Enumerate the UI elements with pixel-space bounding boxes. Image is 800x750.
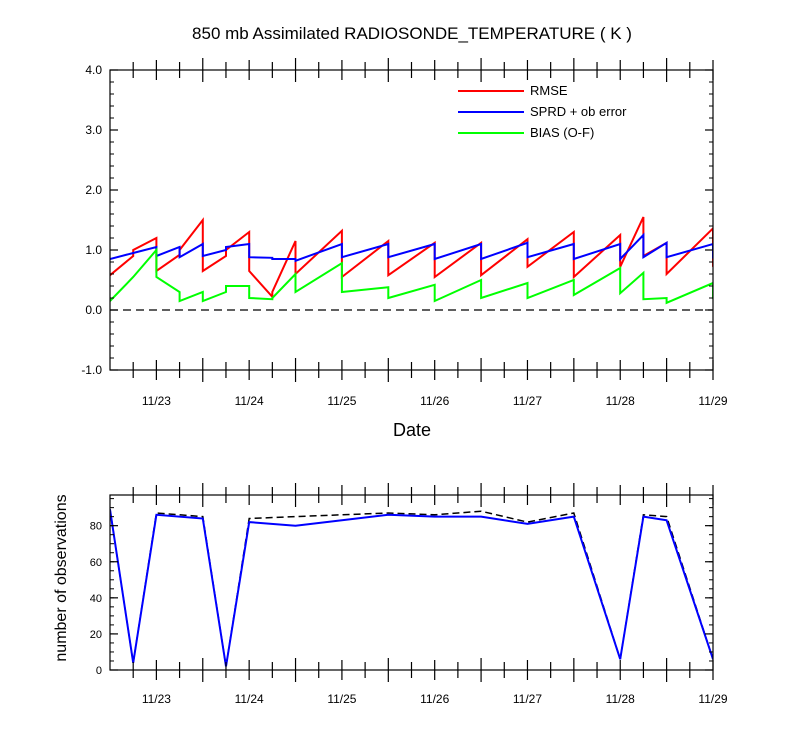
y-tick-label: 40 bbox=[90, 593, 102, 605]
x-tick-label: 11/25 bbox=[327, 692, 356, 706]
legend: RMSE SPRD + ob error BIAS (O-F) bbox=[458, 83, 627, 140]
y-tick-label: 3.0 bbox=[85, 123, 102, 137]
y-axis-title: number of observations bbox=[53, 494, 70, 661]
x-tick-label: 11/28 bbox=[606, 394, 635, 408]
x-tick-label: 11/27 bbox=[513, 692, 542, 706]
y-tick-label: 2.0 bbox=[85, 183, 102, 197]
y-tick-label: 4.0 bbox=[85, 63, 102, 77]
obs-line-0 bbox=[110, 509, 713, 667]
x-tick-label: 11/29 bbox=[698, 692, 727, 706]
x-tick-label: 11/23 bbox=[142, 394, 171, 408]
x-tick-label: 11/28 bbox=[606, 692, 635, 706]
y-tick-label: 20 bbox=[90, 629, 102, 641]
x-axis-title: Date bbox=[393, 420, 431, 440]
legend-label-0: RMSE bbox=[530, 83, 568, 98]
y-tick-label: 60 bbox=[90, 557, 102, 569]
series-line-2 bbox=[110, 247, 713, 305]
y-tick-label: 1.0 bbox=[85, 243, 102, 257]
y-tick-label: 0.0 bbox=[85, 303, 102, 317]
x-tick-label: 11/26 bbox=[420, 394, 449, 408]
x-tick-label: 11/24 bbox=[235, 692, 264, 706]
legend-label-1: SPRD + ob error bbox=[530, 104, 627, 119]
y-tick-label: -1.0 bbox=[81, 363, 102, 377]
x-tick-label: 11/27 bbox=[513, 394, 542, 408]
x-tick-label: 11/23 bbox=[142, 692, 171, 706]
observation-count-panel: 0 20 40 60 80 11/23 11/24 11/25 11/26 11/27 11/28 1… bbox=[53, 483, 728, 706]
y-tick-label: 80 bbox=[90, 521, 102, 533]
x-tick-label: 11/25 bbox=[327, 394, 356, 408]
legend-label-2: BIAS (O-F) bbox=[530, 125, 594, 140]
error-stats-panel: 850 mb Assimilated RADIOSONDE_TEMPERATUR… bbox=[81, 24, 728, 440]
x-tick-label: 11/26 bbox=[420, 692, 449, 706]
obs-line-1 bbox=[110, 509, 713, 667]
chart-title: 850 mb Assimilated RADIOSONDE_TEMPERATUR… bbox=[192, 24, 632, 43]
series-line-0 bbox=[110, 216, 713, 300]
y-tick-label: 0 bbox=[96, 665, 102, 677]
x-tick-label: 11/24 bbox=[235, 394, 264, 408]
x-tick-label: 11/29 bbox=[698, 394, 727, 408]
series-line-1 bbox=[110, 232, 713, 263]
